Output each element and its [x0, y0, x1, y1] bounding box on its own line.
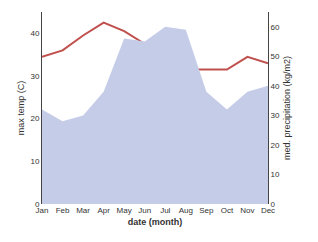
svg-text:60: 60 [271, 23, 280, 32]
svg-text:Nov: Nov [240, 206, 254, 215]
svg-text:30: 30 [30, 72, 39, 81]
svg-text:50: 50 [271, 52, 280, 61]
svg-text:Dec: Dec [261, 206, 275, 215]
svg-text:0: 0 [35, 200, 40, 209]
svg-text:May: May [117, 206, 132, 215]
svg-text:med. precipitation (kg/m2): med. precipitation (kg/m2) [282, 56, 292, 160]
svg-text:Jul: Jul [160, 206, 170, 215]
svg-text:date (month): date (month) [128, 217, 183, 227]
svg-text:Feb: Feb [56, 206, 70, 215]
svg-text:0: 0 [271, 200, 276, 209]
svg-text:Jan: Jan [36, 206, 49, 215]
svg-text:40: 40 [271, 82, 280, 91]
svg-text:10: 10 [271, 170, 280, 179]
svg-text:20: 20 [30, 114, 39, 123]
svg-text:Mar: Mar [76, 206, 90, 215]
svg-text:20: 20 [271, 141, 280, 150]
svg-text:max temp (C): max temp (C) [16, 81, 26, 136]
svg-text:Jun: Jun [138, 206, 151, 215]
svg-text:Oct: Oct [221, 206, 234, 215]
svg-text:Sep: Sep [199, 206, 214, 215]
svg-text:Aug: Aug [179, 206, 193, 215]
svg-text:30: 30 [271, 111, 280, 120]
svg-text:40: 40 [30, 29, 39, 38]
svg-text:10: 10 [30, 157, 39, 166]
svg-text:Apr: Apr [97, 206, 110, 215]
